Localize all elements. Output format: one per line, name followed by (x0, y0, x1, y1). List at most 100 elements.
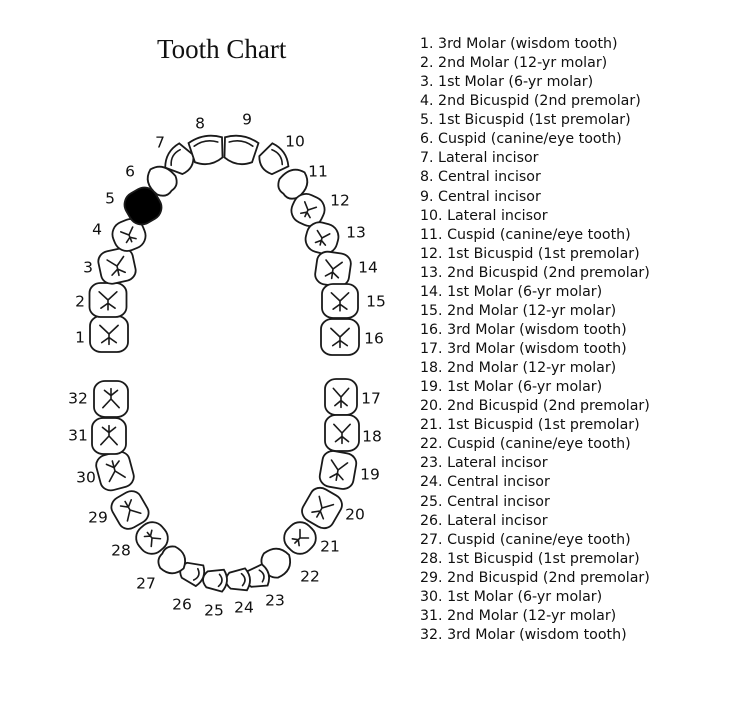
tooth-groove (98, 291, 118, 311)
tooth-groove (271, 148, 284, 166)
tooth-groove (228, 140, 254, 147)
tooth-number-label: 31 (68, 427, 88, 445)
tooth-number-label: 14 (358, 259, 378, 277)
legend-item: 18. 2nd Molar (12-yr molar) (420, 360, 617, 377)
legend-item: 31. 2nd Molar (12-yr molar) (420, 607, 617, 624)
tooth-legend: 1. 3rd Molar (wisdom tooth) 2. 2nd Molar … (420, 35, 650, 645)
tooth-number-label: 16 (364, 330, 384, 348)
tooth-19 (318, 450, 358, 490)
legend-item: 11. Cuspid (canine/eye tooth) (420, 226, 631, 243)
tooth-groove (106, 255, 127, 277)
legend-item: 27. Cuspid (canine/eye tooth) (420, 531, 631, 548)
tooth-groove (119, 499, 142, 522)
tooth-groove (329, 459, 349, 482)
tooth-5 (123, 186, 163, 226)
tooth-30 (95, 450, 135, 492)
tooth-groove (143, 529, 162, 548)
tooth-groove (330, 292, 350, 312)
legend-item: 13. 2nd Bicuspid (2nd premolar) (420, 264, 650, 281)
tooth-groove (258, 569, 265, 583)
legend-item: 28. 1st Bicuspid (1st premolar) (420, 550, 640, 567)
tooth-20 (301, 486, 343, 530)
legend-item: 22. Cuspid (canine/eye tooth) (420, 436, 631, 453)
chart-title: Tooth Chart (157, 34, 287, 64)
tooth-number-label: 19 (360, 466, 380, 484)
tooth-number-label: 27 (136, 575, 156, 593)
tooth-groove (102, 387, 120, 409)
legend-item: 30. 1st Molar (6-yr molar) (420, 588, 603, 605)
tooth-outline (225, 567, 251, 592)
legend-item: 19. 1st Molar (6-yr molar) (420, 379, 603, 396)
legend-item: 4. 2nd Bicuspid (2nd premolar) (420, 93, 641, 110)
tooth-number-label: 18 (362, 428, 382, 446)
legend-item: 10. Lateral incisor (420, 207, 548, 224)
tooth-9 (223, 134, 260, 166)
tooth-4 (111, 218, 147, 252)
tooth-outline (223, 134, 260, 166)
legend-item: 16. 3rd Molar (wisdom tooth) (420, 321, 627, 338)
tooth-27 (157, 545, 187, 575)
tooth-18 (324, 414, 360, 452)
tooth-25 (202, 568, 228, 593)
tooth-groove (311, 495, 335, 520)
tooth-2 (88, 282, 128, 318)
legend-item: 12. 1st Bicuspid (1st premolar) (420, 245, 640, 262)
tooth-number-label: 17 (361, 390, 381, 408)
tooth-number-label: 10 (285, 133, 305, 151)
tooth-8 (187, 134, 224, 166)
tooth-groove (330, 327, 350, 349)
tooth-29 (110, 490, 150, 530)
legend-item: 7. Lateral incisor (420, 150, 539, 167)
tooth-number-label: 20 (345, 506, 365, 524)
tooth-32 (93, 380, 129, 418)
tooth-15 (321, 283, 359, 319)
tooth-number-label: 8 (195, 115, 205, 133)
tooth-number-label: 13 (346, 224, 366, 242)
tooth-number-label: 32 (68, 390, 88, 408)
legend-item: 14. 1st Molar (6-yr molar) (420, 283, 603, 300)
tooth-number-label: 4 (92, 221, 102, 239)
legend-item: 24. Central incisor (420, 474, 550, 491)
tooth-11 (277, 168, 309, 200)
tooth-groove (170, 148, 181, 167)
tooth-number-label: 24 (234, 599, 254, 617)
legend-item: 2. 2nd Molar (12-yr molar) (420, 55, 608, 72)
tooth-number-label: 23 (265, 592, 285, 610)
tooth-number-label: 26 (172, 596, 192, 614)
tooth-10 (258, 142, 290, 176)
tooth-28 (135, 521, 169, 555)
legend-item: 32. 3rd Molar (wisdom tooth) (420, 626, 627, 643)
legend-item: 8. Central incisor (420, 169, 541, 186)
legend-item: 21. 1st Bicuspid (1st premolar) (420, 417, 640, 434)
tooth-groove (217, 573, 223, 588)
tooth-number-label: 7 (155, 134, 165, 152)
tooth-groove (324, 259, 343, 280)
legend-item: 23. Lateral incisor (420, 455, 548, 472)
tooth-number-label: 2 (75, 293, 85, 311)
tooth-number-label: 21 (320, 538, 340, 556)
tooth-groove (300, 201, 318, 219)
tooth-outline (123, 186, 163, 226)
legend-item: 25. Central incisor (420, 493, 550, 510)
tooth-number-label: 30 (76, 469, 96, 487)
tooth-groove (105, 460, 126, 483)
legend-item: 5. 1st Bicuspid (1st premolar) (420, 112, 631, 129)
legend-item: 1. 3rd Molar (wisdom tooth) (420, 36, 618, 52)
tooth-number-label: 6 (125, 163, 135, 181)
tooth-groove (291, 528, 310, 547)
tooth-13 (304, 221, 340, 255)
tooth-16 (320, 318, 360, 356)
legend-item: 29. 2nd Bicuspid (2nd premolar) (420, 569, 650, 586)
tooth-groove (333, 423, 351, 445)
tooth-number-label: 29 (88, 509, 108, 527)
tooth-17 (324, 378, 358, 416)
tooth-number-label: 9 (242, 111, 252, 129)
tooth-outline (202, 568, 228, 593)
tooth-3 (97, 247, 137, 285)
tooth-groove (192, 567, 200, 581)
tooth-groove (100, 424, 118, 446)
tooth-groove (193, 140, 219, 147)
tooth-number-label: 25 (204, 602, 224, 620)
legend-item: 15. 2nd Molar (12-yr molar) (420, 302, 617, 319)
tooth-outline (277, 168, 309, 200)
